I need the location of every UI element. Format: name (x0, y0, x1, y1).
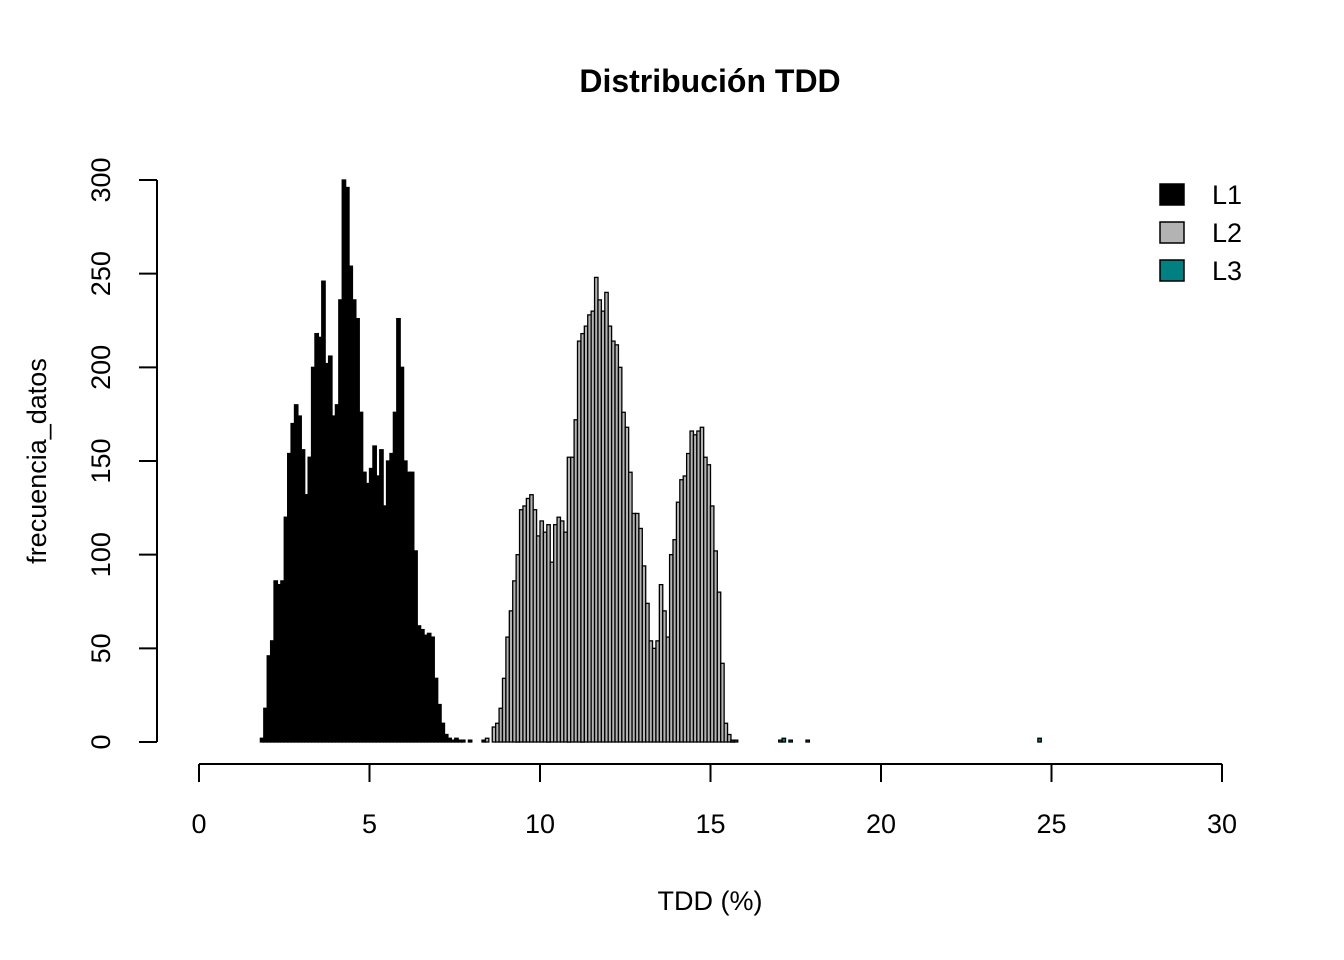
bar (781, 737, 787, 743)
bar (484, 737, 490, 743)
series-l2 (484, 276, 736, 743)
bar (460, 739, 466, 743)
bar (726, 733, 732, 743)
x-tick-label: 25 (1036, 809, 1066, 839)
y-tick-label: 150 (86, 438, 116, 483)
x-axis-label: TDD (%) (658, 886, 763, 916)
legend-label-l2: L2 (1212, 218, 1242, 248)
y-tick-label: 200 (86, 345, 116, 390)
legend: L1 L2 L3 (1159, 180, 1242, 286)
y-tick-label: 250 (86, 251, 116, 296)
bar (440, 722, 446, 743)
bar (1037, 737, 1042, 743)
series-l1 (259, 179, 585, 743)
y-tick-label: 300 (86, 157, 116, 202)
x-axis: 0 5 10 15 20 25 30 (191, 763, 1237, 839)
chart-title: Distribución TDD (579, 63, 840, 99)
bar (467, 739, 473, 743)
bar (733, 739, 739, 743)
bars-layer (259, 179, 1042, 743)
legend-swatch-l3 (1159, 259, 1185, 282)
x-tick-label: 5 (362, 809, 377, 839)
y-axis: 0 50 100 150 200 250 300 (86, 157, 158, 750)
y-axis-label: frecuencia_datos (22, 358, 52, 564)
x-tick-label: 0 (191, 809, 206, 839)
y-tick-label: 50 (86, 633, 116, 663)
x-tick-label: 15 (695, 809, 725, 839)
x-tick-label: 10 (525, 809, 555, 839)
y-tick-label: 100 (86, 532, 116, 577)
legend-swatch-l1 (1159, 183, 1185, 206)
bar (788, 739, 793, 743)
series-l3 (730, 737, 1042, 743)
legend-swatch-l2 (1159, 221, 1185, 244)
legend-label-l3: L3 (1212, 256, 1242, 286)
bar (805, 739, 811, 743)
x-tick-label: 20 (866, 809, 896, 839)
bar (720, 662, 725, 743)
legend-label-l1: L1 (1212, 180, 1242, 210)
x-tick-label: 30 (1207, 809, 1237, 839)
y-tick-label: 0 (86, 734, 116, 749)
bar (723, 722, 729, 743)
